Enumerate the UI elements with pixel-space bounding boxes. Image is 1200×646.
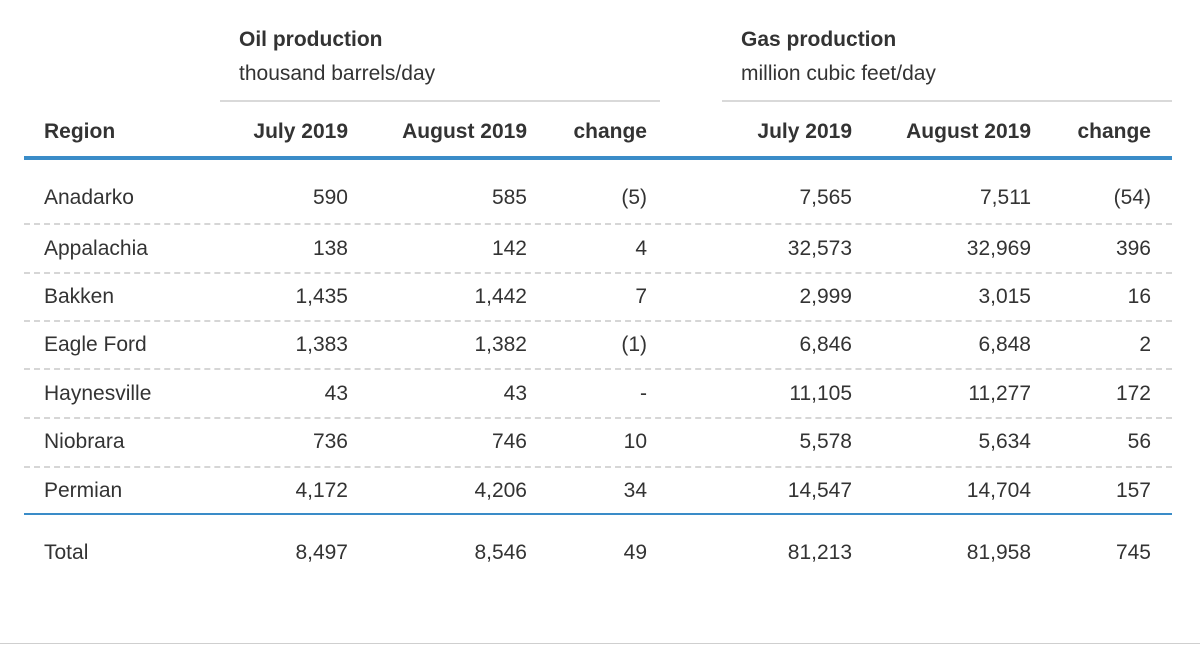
gas-production-title: Gas production (741, 28, 897, 51)
oil-change-cell: 7 (635, 285, 647, 308)
total-rule (24, 513, 1172, 515)
gas-change-cell: 172 (1115, 382, 1151, 405)
oil-production-title: Oil production (239, 28, 383, 51)
column-header-oil-change: change (573, 120, 647, 143)
oil-august-cell: 746 (491, 430, 527, 453)
gas-august-cell: 5,634 (978, 430, 1031, 453)
table-row: Eagle Ford 1,383 1,382 (1) 6,846 6,848 2 (0, 331, 1200, 359)
oil-july-cell: 1,383 (295, 333, 348, 356)
gas-production-unit: million cubic feet/day (741, 62, 936, 85)
oil-change-cell: (5) (621, 186, 647, 209)
gas-july-cell: 7,565 (799, 186, 852, 209)
oil-change-cell: (1) (621, 333, 647, 356)
oil-july-cell: 138 (312, 237, 348, 260)
gas-july-cell: 6,846 (799, 333, 852, 356)
gas-august-cell: 3,015 (978, 285, 1031, 308)
oil-july-cell: 590 (312, 186, 348, 209)
row-divider (24, 368, 1172, 370)
gas-july-cell: 14,547 (787, 479, 852, 502)
oil-change-cell: 4 (635, 237, 647, 260)
gas-change-cell: 157 (1115, 479, 1151, 502)
oil-change-cell: 34 (623, 479, 647, 502)
gas-july-cell: 32,573 (787, 237, 852, 260)
total-gas-change: 745 (1115, 541, 1151, 564)
gas-august-cell: 14,704 (966, 479, 1031, 502)
gas-august-cell: 7,511 (980, 186, 1031, 209)
column-header-region: Region (44, 120, 116, 143)
total-row: Total 8,497 8,546 49 81,213 81,958 745 (0, 539, 1200, 567)
region-cell: Appalachia (44, 237, 148, 260)
oil-july-cell: 736 (312, 430, 348, 453)
oil-august-cell: 43 (503, 382, 527, 405)
oil-august-cell: 4,206 (474, 479, 527, 502)
region-cell: Anadarko (44, 186, 134, 209)
gas-group-divider (722, 100, 1172, 102)
oil-change-cell: - (640, 382, 647, 405)
total-oil-change: 49 (623, 541, 647, 564)
column-header-gas-july: July 2019 (757, 120, 852, 143)
column-header-oil-august: August 2019 (402, 120, 527, 143)
table-row: Appalachia 138 142 4 32,573 32,969 396 (0, 235, 1200, 263)
total-gas-july: 81,213 (787, 541, 852, 564)
oil-production-header: Oil production thousand barrels/day (239, 26, 435, 88)
table-row: Anadarko 590 585 (5) 7,565 7,511 (54) (0, 184, 1200, 212)
oil-august-cell: 142 (491, 237, 527, 260)
region-cell: Bakken (44, 285, 115, 308)
total-oil-august: 8,546 (474, 541, 527, 564)
row-divider (24, 272, 1172, 274)
oil-production-unit: thousand barrels/day (239, 62, 436, 85)
oil-july-cell: 1,435 (295, 285, 348, 308)
gas-change-cell: (54) (1113, 186, 1151, 209)
row-divider (24, 320, 1172, 322)
gas-july-cell: 2,999 (799, 285, 852, 308)
gas-change-cell: 56 (1127, 430, 1151, 453)
total-oil-july: 8,497 (295, 541, 348, 564)
gas-august-cell: 6,848 (978, 333, 1031, 356)
region-cell: Haynesville (44, 382, 152, 405)
gas-august-cell: 32,969 (966, 237, 1031, 260)
column-header-gas-change: change (1077, 120, 1151, 143)
oil-july-cell: 4,172 (295, 479, 348, 502)
oil-july-cell: 43 (324, 382, 348, 405)
gas-change-cell: 2 (1139, 333, 1151, 356)
column-header-gas-august: August 2019 (906, 120, 1031, 143)
table-row: Permian 4,172 4,206 34 14,547 14,704 157 (0, 477, 1200, 505)
oil-august-cell: 1,382 (474, 333, 527, 356)
total-gas-august: 81,958 (966, 541, 1031, 564)
row-divider (24, 223, 1172, 225)
region-cell: Eagle Ford (44, 333, 147, 356)
row-divider (24, 466, 1172, 468)
table-row: Haynesville 43 43 - 11,105 11,277 172 (0, 380, 1200, 408)
gas-august-cell: 11,277 (968, 382, 1031, 405)
region-cell: Niobrara (44, 430, 125, 453)
oil-august-cell: 1,442 (474, 285, 527, 308)
oil-group-divider (220, 100, 660, 102)
region-cell: Permian (44, 479, 123, 502)
header-rule (24, 156, 1172, 160)
gas-change-cell: 16 (1127, 285, 1151, 308)
total-label: Total (44, 541, 89, 564)
oil-change-cell: 10 (623, 430, 647, 453)
oil-august-cell: 585 (491, 186, 527, 209)
gas-production-header: Gas production million cubic feet/day (741, 26, 936, 88)
gas-july-cell: 5,578 (799, 430, 852, 453)
column-header-oil-july: July 2019 (253, 120, 348, 143)
gas-july-cell: 11,105 (789, 382, 852, 405)
table-row: Bakken 1,435 1,442 7 2,999 3,015 16 (0, 283, 1200, 311)
row-divider (24, 417, 1172, 419)
gas-change-cell: 396 (1115, 237, 1151, 260)
table-row: Niobrara 736 746 10 5,578 5,634 56 (0, 428, 1200, 456)
page-bottom-border (0, 643, 1200, 644)
